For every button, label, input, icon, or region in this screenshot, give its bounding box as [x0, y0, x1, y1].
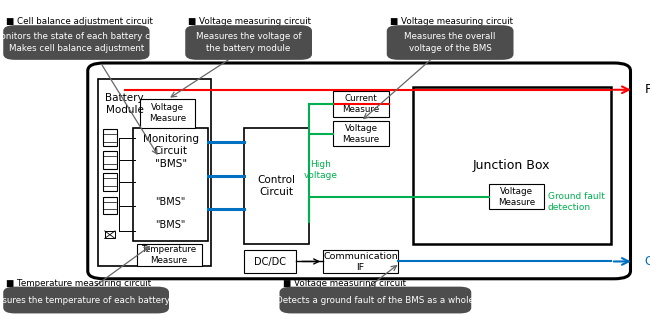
Text: "BMS": "BMS": [155, 198, 186, 207]
Text: Monitors the state of each battery cell
Makes cell balance adjustment: Monitors the state of each battery cell …: [0, 32, 160, 53]
Text: ■ Cell balance adjustment circuit: ■ Cell balance adjustment circuit: [6, 17, 153, 26]
Bar: [103, 197, 117, 214]
Bar: [133, 128, 208, 241]
FancyBboxPatch shape: [185, 25, 312, 60]
Text: Voltage
Measure: Voltage Measure: [343, 124, 380, 144]
Text: Voltage
Measure: Voltage Measure: [149, 103, 186, 123]
FancyBboxPatch shape: [3, 25, 150, 60]
Text: Voltage
Measure: Voltage Measure: [498, 187, 535, 207]
Bar: [244, 128, 309, 244]
Bar: [103, 129, 117, 146]
Text: Communication: Communication: [645, 255, 650, 268]
Text: ■ Voltage measuring circuit: ■ Voltage measuring circuit: [390, 17, 513, 26]
Text: DC/DC: DC/DC: [254, 257, 286, 266]
Text: Ground fault
detection: Ground fault detection: [548, 192, 604, 212]
Text: Detects a ground fault of the BMS as a whole: Detects a ground fault of the BMS as a w…: [276, 295, 474, 305]
Bar: [140, 99, 195, 128]
Bar: [244, 250, 296, 273]
Text: Control
Circuit: Control Circuit: [257, 175, 295, 197]
Text: High
voltage: High voltage: [304, 160, 337, 180]
Bar: [323, 250, 398, 273]
FancyBboxPatch shape: [3, 287, 169, 313]
Text: Junction Box: Junction Box: [473, 159, 551, 172]
FancyBboxPatch shape: [280, 287, 471, 313]
Text: Monitoring
Circuit
"BMS": Monitoring Circuit "BMS": [142, 134, 199, 169]
Text: Current
Measure: Current Measure: [343, 94, 380, 114]
Text: ■ Temperature measuring circuit: ■ Temperature measuring circuit: [6, 279, 151, 288]
Text: Communication
IF: Communication IF: [323, 252, 398, 272]
Bar: [98, 79, 211, 266]
Bar: [136, 244, 202, 266]
Text: Temperature
Measure: Temperature Measure: [142, 245, 196, 265]
Bar: [103, 151, 117, 169]
Text: "BMS": "BMS": [155, 220, 186, 230]
Text: Measures the overall
voltage of the BMS: Measures the overall voltage of the BMS: [404, 32, 496, 53]
Bar: [333, 91, 389, 117]
Text: ■ Voltage measuring circuit: ■ Voltage measuring circuit: [283, 279, 406, 288]
Bar: [105, 231, 115, 238]
FancyBboxPatch shape: [88, 63, 630, 279]
Text: ■ Voltage measuring circuit: ■ Voltage measuring circuit: [188, 17, 311, 26]
Bar: [413, 87, 611, 244]
FancyBboxPatch shape: [387, 25, 514, 60]
Bar: [103, 173, 117, 191]
Bar: [489, 184, 544, 209]
Text: Measures the voltage of
the battery module: Measures the voltage of the battery modu…: [196, 32, 302, 53]
Text: Battery
Module: Battery Module: [105, 93, 144, 115]
Text: Measures the temperature of each battery cell: Measures the temperature of each battery…: [0, 295, 188, 305]
Text: Power: Power: [645, 83, 650, 96]
Bar: [333, 121, 389, 146]
